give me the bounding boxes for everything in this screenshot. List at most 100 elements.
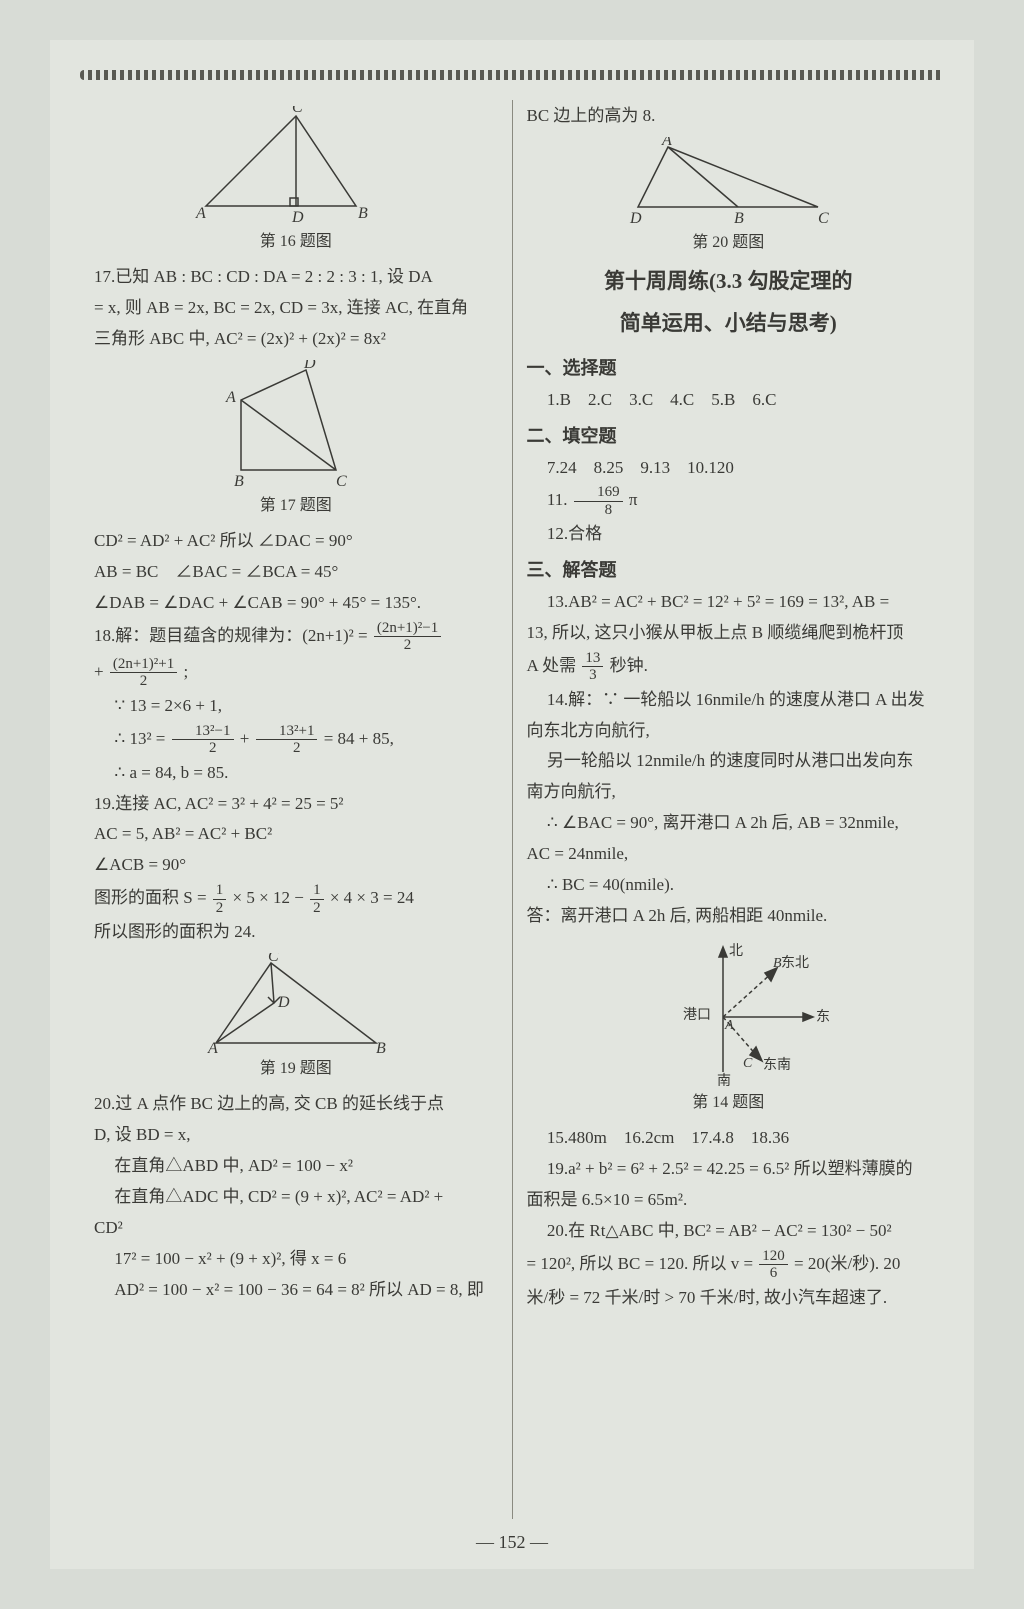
section-1-heading: 一、选择题	[527, 353, 931, 384]
q14-text: ∴ BC = 40(nmile).	[527, 871, 931, 900]
q14-text: 答：离开港口 A 2h 后, 两船相距 40nmile.	[527, 902, 931, 931]
q18-semi: ;	[184, 662, 189, 681]
q19r-text: 面积是 6.5×10 = 65m².	[527, 1186, 931, 1215]
top-border-decoration	[80, 70, 944, 80]
right-column: BC 边上的高为 8. A D B C 第 20 题图 第	[513, 100, 945, 1519]
frac-den: 2	[310, 900, 324, 917]
q19r-text: 19.a² + b² = 6² + 2.5² = 42.25 = 6.5² 所以…	[527, 1155, 931, 1184]
frac-den: 2	[256, 740, 318, 757]
frac-num: 1	[213, 882, 227, 900]
q20r-span: = 20(米/秒). 20	[794, 1253, 900, 1272]
frac-num: (2n+1)²+1	[110, 656, 177, 674]
fig19-label-B: B	[376, 1040, 386, 1053]
section-2-answers: 12.合格	[527, 520, 931, 549]
fraction: 1 2	[310, 882, 324, 916]
fig14-northeast: 东北	[781, 955, 809, 971]
q13-text: 13.AB² = AC² + BC² = 12² + 5² = 169 = 13…	[527, 588, 931, 617]
q19-text: AC = 5, AB² = AC² + BC²	[94, 820, 498, 849]
two-column-layout: A C D B 第 16 题图 17.已知 AB : BC : CD : DA …	[80, 100, 944, 1519]
q18-text: ∴ a = 84, b = 85.	[94, 759, 498, 788]
q18-text: ∴ 13² = 13²−1 2 + 13²+1 2 = 84 + 85,	[94, 723, 498, 757]
fraction: 13²+1 2	[256, 723, 318, 757]
frac-num: 120	[759, 1248, 788, 1266]
q14-text: AC = 24nmile,	[527, 840, 931, 869]
q20r-span: = 120², 所以 BC = 120. 所以 v =	[527, 1253, 754, 1272]
fig20-label-C: C	[818, 210, 829, 227]
q19-text: ∠ACB = 90°	[94, 851, 498, 880]
q17-text: CD² = AD² + AC² 所以 ∠DAC = 90°	[94, 527, 498, 556]
figure-20-caption: 第 20 题图	[527, 229, 931, 256]
fraction: (2n+1)²−1 2	[374, 620, 441, 654]
frac-den: 3	[582, 667, 603, 684]
q17-text: 三角形 ABC 中, AC² = (2x)² + (2x)² = 8x²	[94, 325, 498, 354]
fig19-label-C: C	[268, 953, 279, 965]
fig20-label-D: D	[629, 210, 642, 227]
q18-span: = 84 + 85,	[324, 729, 394, 748]
fig20-label-A: A	[661, 137, 672, 149]
q20-text: D, 设 BD = x,	[94, 1121, 498, 1150]
q14-text: 另一轮船以 12nmile/h 的速度同时从港口出发向东	[527, 747, 931, 776]
q17-text: ∠DAB = ∠DAC + ∠CAB = 90° + 45° = 135°.	[94, 589, 498, 618]
fig17-label-A: A	[225, 389, 236, 406]
fig14-south: 南	[717, 1073, 731, 1087]
fig14-north: 北	[729, 943, 743, 959]
fraction: 120 6	[759, 1248, 788, 1282]
q20-text: 17² = 100 − x² + (9 + x)², 得 x = 6	[94, 1245, 498, 1274]
fig17-label-C: C	[336, 473, 347, 490]
q13-span: 秒钟.	[610, 656, 648, 675]
q20-text: 在直角△ABD 中, AD² = 100 − x²	[94, 1152, 498, 1181]
page-number: — 152 —	[50, 1532, 974, 1553]
ans-span: 11.	[547, 490, 568, 509]
q19-text: 所以图形的面积为 24.	[94, 918, 498, 947]
fig14-east: 东	[816, 1009, 830, 1025]
section-2-answers: 11. 169 8 π	[527, 484, 931, 518]
q20-text: 在直角△ADC 中, CD² = (9 + x)², AC² = AD² +	[94, 1183, 498, 1212]
fig14-southeast: 东南	[763, 1057, 791, 1073]
q18-span: ∴ 13² =	[114, 729, 165, 748]
frac-den: 2	[374, 637, 441, 654]
fig14-label-A: A	[724, 1018, 734, 1033]
chapter-title-line1: 第十周周练(3.3 勾股定理的	[527, 264, 931, 300]
q18-text: + (2n+1)²+1 2 ;	[94, 656, 498, 690]
frac-num: 169	[574, 484, 623, 502]
fraction: 169 8	[574, 484, 623, 518]
q13-text: A 处需 13 3 秒钟.	[527, 650, 931, 684]
q20-cont-text: BC 边上的高为 8.	[527, 102, 931, 131]
frac-den: 6	[759, 1265, 788, 1282]
q19-span: × 4 × 3 = 24	[330, 888, 414, 907]
frac-den: 2	[172, 740, 234, 757]
q20-text: CD²	[94, 1214, 498, 1243]
q18-plus: +	[94, 662, 104, 681]
q17-text: 17.已知 AB : BC : CD : DA = 2 : 2 : 3 : 1,…	[94, 263, 498, 292]
chapter-title-line2: 简单运用、小结与思考)	[527, 306, 931, 342]
figure-17-caption: 第 17 题图	[94, 492, 498, 519]
fraction: 13 3	[582, 650, 603, 684]
q19-text: 19.连接 AC, AC² = 3² + 4² = 25 = 5²	[94, 790, 498, 819]
q14-text: ∴ ∠BAC = 90°, 离开港口 A 2h 后, AB = 32nmile,	[527, 809, 931, 838]
q14-text: 14.解：∵ 一轮船以 16nmile/h 的速度从港口 A 出发	[527, 686, 931, 715]
fig16-label-C: C	[292, 106, 303, 116]
section-1-answers: 1.B 2.C 3.C 4.C 5.B 6.C	[527, 386, 931, 415]
fig19-label-A: A	[207, 1040, 218, 1053]
q17-text: AB = BC ∠BAC = ∠BCA = 45°	[94, 558, 498, 587]
fraction: 13²−1 2	[172, 723, 234, 757]
fig17-label-D: D	[303, 360, 316, 372]
figure-14-caption: 第 14 题图	[527, 1089, 931, 1116]
figure-19: A B C D	[94, 953, 498, 1053]
frac-den: 2	[213, 900, 227, 917]
q20r-text: 20.在 Rt△ABC 中, BC² = AB² − AC² = 130² − …	[527, 1217, 931, 1246]
figure-19-caption: 第 19 题图	[94, 1055, 498, 1082]
figure-16: A C D B	[94, 106, 498, 226]
figure-14: 港口 A B C 北 东 南 东北 东南	[527, 937, 931, 1087]
fig17-label-B: B	[234, 473, 244, 490]
fraction: (2n+1)²+1 2	[110, 656, 177, 690]
fig16-label-A: A	[195, 205, 206, 222]
frac-num: 1	[310, 882, 324, 900]
figure-20: A D B C	[527, 137, 931, 227]
fig16-label-B: B	[358, 205, 368, 222]
fig14-port: 港口	[683, 1007, 711, 1023]
q20-text: AD² = 100 − x² = 100 − 36 = 64 = 8² 所以 A…	[94, 1276, 498, 1305]
q14-text: 南方向航行,	[527, 778, 931, 807]
frac-num: 13	[582, 650, 603, 668]
q18-plus: +	[240, 729, 250, 748]
